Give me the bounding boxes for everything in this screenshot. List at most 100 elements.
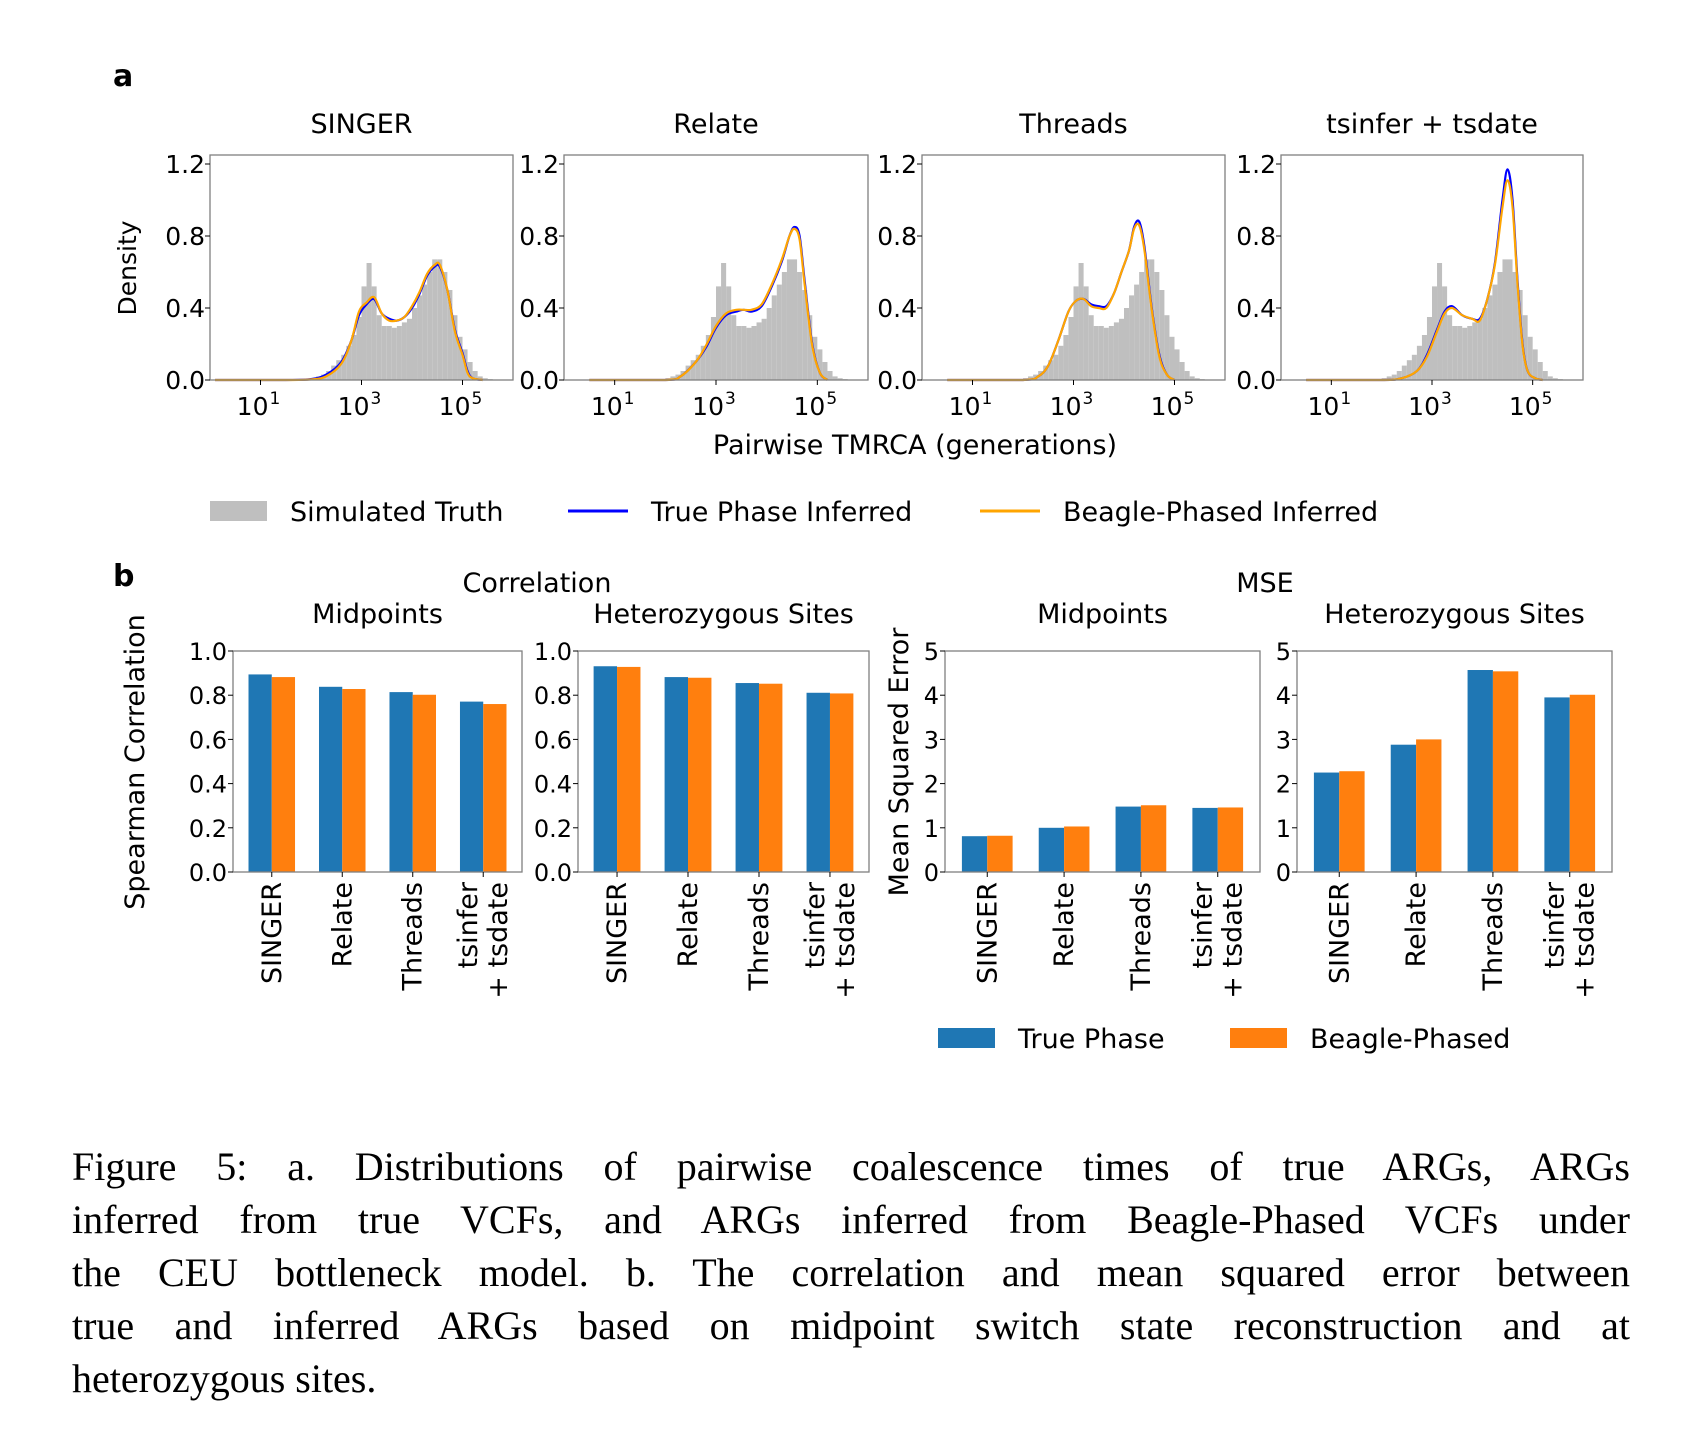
histogram-bar xyxy=(695,354,701,380)
histogram-bar xyxy=(1149,259,1155,380)
bar-true-phase-tsinfer-tsdate xyxy=(1544,697,1570,872)
histogram-bar xyxy=(1129,295,1135,380)
histogram-bar xyxy=(751,326,757,380)
histogram-bar xyxy=(726,286,732,380)
y-tick-label: 5 xyxy=(924,638,939,666)
histogram-bar xyxy=(1552,378,1558,380)
y-tick-label: 0.6 xyxy=(534,726,572,754)
histogram-bar xyxy=(1452,326,1458,380)
histogram-bar xyxy=(1058,345,1064,380)
caption-line: inferred from true VCFs, and ARGs inferr… xyxy=(72,1197,1630,1242)
x-tick-label: SINGER xyxy=(257,882,288,984)
histogram-bar xyxy=(827,371,833,380)
x-tick-label: 105 xyxy=(439,389,483,421)
bar-beagle-phased-threads xyxy=(1492,671,1519,872)
y-axis-label-density: Density xyxy=(113,220,142,315)
y-tick-label: 2 xyxy=(924,771,939,799)
y-tick-label: 4 xyxy=(924,682,939,710)
histogram-bar xyxy=(1043,365,1049,380)
y-tick-label: 1.0 xyxy=(189,638,227,666)
histogram-bar xyxy=(1542,371,1548,380)
histogram-bar xyxy=(427,272,433,380)
bar-beagle-phased-tsinfer-tsdate xyxy=(829,693,854,872)
bar-true-phase-singer xyxy=(248,674,272,872)
density-line-beagle-phased-inferred xyxy=(1306,179,1543,382)
histogram-bar xyxy=(1442,286,1448,380)
histogram-bar xyxy=(1189,376,1195,380)
y-tick-label: 5 xyxy=(1276,638,1291,666)
y-tick-label: 4 xyxy=(1276,682,1291,710)
bar-true-phase-singer xyxy=(593,666,618,872)
y-tick-label: 0.4 xyxy=(189,771,227,799)
histogram-bar xyxy=(1169,336,1175,380)
y-tick-label: 1 xyxy=(1276,815,1291,843)
y-tick-label: 3 xyxy=(924,726,939,754)
histogram-bar xyxy=(1048,360,1054,380)
bar-beagle-phased-relate xyxy=(342,689,366,872)
legend-label-simulated-truth: Simulated Truth xyxy=(290,497,503,528)
histogram-bar xyxy=(1113,322,1119,380)
legend-swatch-simulated-truth xyxy=(210,501,267,521)
histogram-panel-relate: Relate 0.0 0.4 0.8 1.2 101 103 105 xyxy=(519,109,869,421)
histogram-bar xyxy=(437,259,443,380)
x-tick-exponent: 1 xyxy=(269,389,280,409)
histogram-bar xyxy=(1492,284,1498,380)
histogram-bar xyxy=(786,259,792,380)
group-title-mse: MSE xyxy=(1236,568,1294,599)
y-tick-label: 0.8 xyxy=(534,682,572,710)
histogram-bar xyxy=(710,317,716,380)
legend-swatch-true-phase xyxy=(938,1028,995,1048)
y-tick-label: 0.4 xyxy=(165,294,205,323)
group-title-correlation: Correlation xyxy=(463,568,612,599)
histogram-bar xyxy=(1411,354,1417,380)
x-tick-label: Relate xyxy=(673,882,704,967)
histogram-bar xyxy=(1144,259,1150,380)
histogram-bar xyxy=(1386,376,1392,380)
histogram-bar xyxy=(371,286,377,380)
y-tick-label: 0.8 xyxy=(189,682,227,710)
x-tick-label: 105 xyxy=(794,389,838,421)
y-tick-label: 1.2 xyxy=(877,150,917,179)
histogram-bar xyxy=(1184,371,1190,380)
histogram-bar xyxy=(442,272,448,380)
x-tick-label: 103 xyxy=(338,389,382,421)
panel-title: Heterozygous Sites xyxy=(1324,599,1585,630)
histogram-bar xyxy=(472,371,478,380)
y-tick-label: 1.0 xyxy=(534,638,572,666)
bar-true-phase-tsinfer-tsdate xyxy=(806,692,830,872)
bar-beagle-phased-relate xyxy=(1416,739,1442,872)
histogram-bar xyxy=(741,326,747,380)
histogram-bar xyxy=(477,376,483,380)
caption-line: true and inferred ARGs based on midpoint… xyxy=(72,1303,1630,1348)
bar-true-phase-threads xyxy=(1467,670,1493,872)
histogram-bar xyxy=(467,362,473,380)
x-tick-label: tsinfer xyxy=(1540,881,1571,968)
y-tick-label: 0.2 xyxy=(534,815,572,843)
histogram-bar xyxy=(736,326,742,380)
bar-beagle-phased-threads xyxy=(758,683,783,872)
histogram-bar xyxy=(792,259,798,380)
histogram-bar xyxy=(376,315,382,380)
histogram-bar xyxy=(366,263,372,380)
figure-caption: Figure 5: a. Distributions of pairwise c… xyxy=(72,1140,1630,1405)
bar-true-phase-relate xyxy=(664,677,689,872)
bar-beagle-phased-singer xyxy=(271,677,296,872)
x-tick-exponent: 3 xyxy=(370,389,381,409)
histogram-bar xyxy=(822,362,828,380)
panel-title: Midpoints xyxy=(1037,599,1168,630)
y-tick-label: 0.8 xyxy=(1236,222,1276,251)
x-tick-label: + tsdate xyxy=(1218,882,1249,999)
bar-true-phase-singer xyxy=(961,836,988,872)
x-tick-label: 103 xyxy=(692,389,736,421)
y-tick-label: 1.2 xyxy=(519,150,559,179)
bar-beagle-phased-singer xyxy=(987,835,1013,872)
bar-beagle-phased-singer xyxy=(1339,771,1365,872)
histogram-bar xyxy=(422,284,428,380)
plot-frame xyxy=(1296,650,1613,873)
x-tick-label: Threads xyxy=(1478,882,1509,991)
x-tick-label: Relate xyxy=(1049,882,1080,967)
y-axis-label-mse: Mean Squared Error xyxy=(884,627,915,897)
x-tick-label: tsinfer xyxy=(800,881,831,968)
histogram-bar xyxy=(1472,322,1478,380)
histogram-bar xyxy=(1093,326,1099,380)
